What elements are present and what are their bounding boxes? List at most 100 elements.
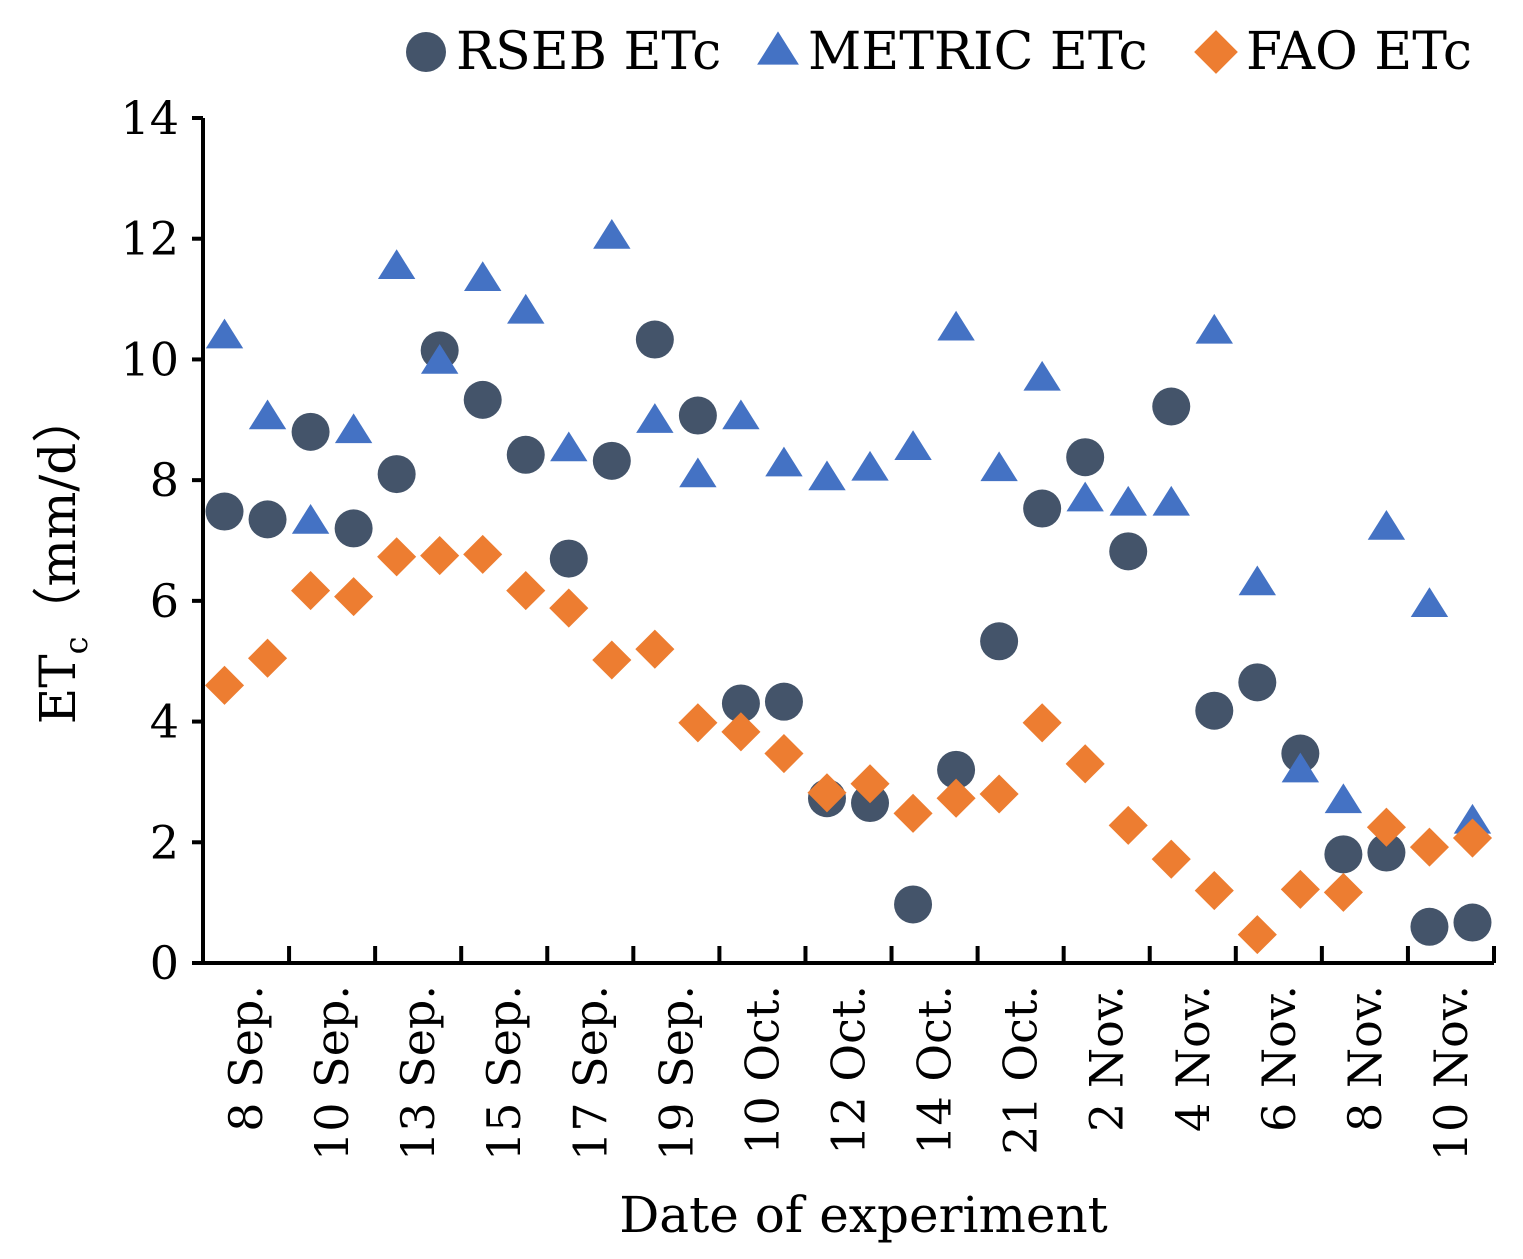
x-tick-label: 10 Sep. xyxy=(305,985,359,1161)
data-point xyxy=(1237,915,1277,955)
y-tick-label: 14 xyxy=(120,91,179,145)
data-point xyxy=(937,310,975,341)
data-point xyxy=(592,640,632,680)
x-axis: 8 Sep. 10 Sep. 13 Sep. 15 Sep. 17 Sep. 19 Sep… xyxy=(201,946,1496,1161)
data-point xyxy=(937,750,976,789)
data-point xyxy=(1023,360,1061,391)
data-point xyxy=(1108,805,1148,845)
x-tick-label: 10 Nov. xyxy=(1424,985,1478,1161)
y-axis-title-unit: （mm/d） xyxy=(29,393,87,637)
data-point xyxy=(1195,313,1233,344)
data-point xyxy=(420,344,459,374)
data-point xyxy=(1152,387,1191,426)
data-point xyxy=(1323,872,1363,912)
data-point xyxy=(248,500,287,539)
data-point xyxy=(593,219,631,249)
data-point xyxy=(592,441,631,480)
data-point xyxy=(506,571,546,611)
x-tick-label: 8 Nov. xyxy=(1338,985,1392,1132)
data-point xyxy=(1109,485,1147,516)
x-tick-label: 6 Nov. xyxy=(1252,985,1306,1132)
legend-marker xyxy=(757,31,799,65)
data-point xyxy=(377,455,416,494)
x-tick-label: 19 Sep. xyxy=(649,985,703,1161)
data-point xyxy=(636,403,674,433)
y-axis-title: ETc（mm/d） xyxy=(29,393,95,724)
legend-label: FAO ETc xyxy=(1246,22,1472,82)
data-point xyxy=(291,571,331,611)
data-point xyxy=(894,885,933,924)
data-point xyxy=(204,665,245,705)
data-point xyxy=(1238,565,1277,596)
data-point xyxy=(1152,485,1190,516)
data-point xyxy=(1453,903,1492,942)
data-point xyxy=(1452,818,1493,858)
data-point xyxy=(807,773,847,813)
data-point xyxy=(635,320,674,359)
y-tick-label: 4 xyxy=(150,695,179,749)
x-tick-label: 15 Sep. xyxy=(477,985,531,1161)
data-point xyxy=(980,451,1018,482)
x-tick-label: 8 Sep. xyxy=(219,985,273,1132)
y-axis-title-main: ET xyxy=(29,654,87,724)
y-tick-label: 2 xyxy=(150,815,179,869)
data-point xyxy=(1367,509,1406,540)
data-point xyxy=(420,536,460,576)
data-point xyxy=(1366,807,1406,847)
data-point xyxy=(1410,587,1449,617)
data-point xyxy=(764,682,803,721)
legend: RSEB ETc METRIC ETc FAO ETc xyxy=(406,22,1472,82)
data-point xyxy=(377,249,416,279)
series-fao-etc xyxy=(204,534,1493,955)
data-point xyxy=(549,588,589,628)
data-point xyxy=(893,793,933,833)
data-point xyxy=(205,492,244,531)
data-point xyxy=(1065,744,1105,784)
legend-label: METRIC ETc xyxy=(808,22,1148,82)
data-point xyxy=(205,318,244,349)
data-point xyxy=(1238,663,1277,702)
data-point xyxy=(550,431,588,462)
y-tick-label: 12 xyxy=(120,212,179,266)
data-point xyxy=(1367,833,1406,872)
data-point xyxy=(334,509,373,548)
data-point xyxy=(765,446,803,477)
data-point xyxy=(635,629,675,669)
data-point xyxy=(1280,869,1320,909)
legend-item: FAO ETc xyxy=(1194,22,1472,82)
data-point xyxy=(464,261,502,292)
data-point xyxy=(1410,907,1449,946)
plot-area xyxy=(204,219,1493,955)
data-point xyxy=(334,577,374,617)
data-point xyxy=(291,503,330,534)
data-point xyxy=(1409,827,1449,867)
y-axis-title-subscript: c xyxy=(57,636,95,654)
data-point xyxy=(549,539,588,578)
data-point xyxy=(1324,783,1363,814)
legend-marker xyxy=(1194,30,1238,74)
data-point xyxy=(1324,835,1363,874)
y-tick-label: 6 xyxy=(150,574,179,628)
data-point xyxy=(1023,489,1062,528)
data-point xyxy=(678,703,718,743)
series-metric-etc xyxy=(205,219,1492,834)
data-point xyxy=(1195,691,1234,730)
data-point xyxy=(678,396,717,435)
data-point xyxy=(894,430,932,461)
data-point xyxy=(979,774,1019,814)
legend-item: RSEB ETc xyxy=(406,22,721,82)
y-tick-label: 10 xyxy=(120,332,179,386)
data-point xyxy=(980,622,1019,661)
data-point xyxy=(507,293,545,324)
series-rseb-etc xyxy=(205,320,1492,946)
legend-marker xyxy=(406,32,446,72)
x-tick-label: 13 Sep. xyxy=(391,985,445,1161)
data-point xyxy=(1281,752,1320,783)
x-tick-label: 12 Oct. xyxy=(822,985,876,1155)
data-point xyxy=(851,450,889,481)
data-point xyxy=(334,413,373,444)
data-point xyxy=(808,460,846,491)
data-point xyxy=(463,380,502,419)
data-point xyxy=(463,534,503,574)
